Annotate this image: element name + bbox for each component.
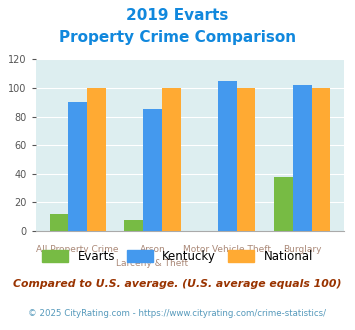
Bar: [50, 214, 68, 231]
Bar: [237, 88, 256, 231]
Bar: [274, 177, 293, 231]
Bar: [143, 110, 162, 231]
Text: Motor Vehicle Theft: Motor Vehicle Theft: [184, 245, 271, 254]
Legend: Evarts, Kentucky, National: Evarts, Kentucky, National: [38, 245, 317, 268]
Text: Property Crime Comparison: Property Crime Comparison: [59, 30, 296, 45]
Bar: [124, 219, 143, 231]
Bar: [312, 88, 330, 231]
Text: Arson: Arson: [140, 245, 165, 254]
Bar: [68, 102, 87, 231]
Bar: [87, 88, 106, 231]
Bar: [293, 85, 312, 231]
Text: Compared to U.S. average. (U.S. average equals 100): Compared to U.S. average. (U.S. average …: [13, 279, 342, 289]
Text: Burglary: Burglary: [283, 245, 322, 254]
Text: Larceny & Theft: Larceny & Theft: [116, 259, 189, 268]
Text: All Property Crime: All Property Crime: [36, 245, 119, 254]
Bar: [162, 88, 181, 231]
Text: © 2025 CityRating.com - https://www.cityrating.com/crime-statistics/: © 2025 CityRating.com - https://www.city…: [28, 309, 327, 317]
Bar: [218, 81, 237, 231]
Text: 2019 Evarts: 2019 Evarts: [126, 8, 229, 23]
